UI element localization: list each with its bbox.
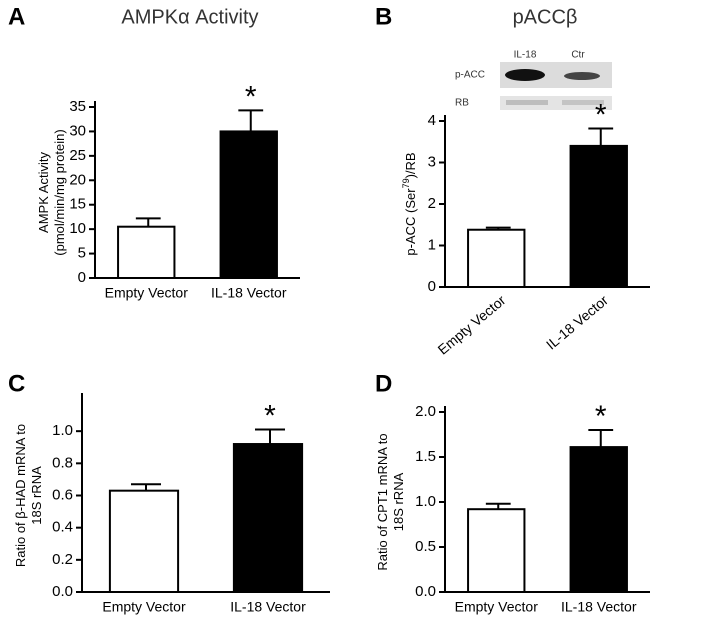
y-tick-label: 0.6	[52, 486, 73, 503]
panel-label: C	[8, 370, 25, 397]
y-tick-label: 0.8	[52, 454, 73, 471]
y-tick-label: 0.2	[52, 551, 73, 568]
x-tick-label: Empty Vector	[105, 285, 189, 301]
blot-band	[506, 100, 548, 105]
y-tick-label: 5	[78, 245, 86, 262]
y-axis-label: AMPK Activity(pmol/min/mg protein)	[36, 129, 67, 255]
y-tick-label: 30	[69, 122, 86, 139]
y-axis-label-line: Ratio of CPT1 mRNA to	[375, 433, 390, 570]
blot-band	[505, 69, 545, 81]
significance-marker: *	[595, 400, 607, 433]
significance-marker: *	[264, 399, 276, 432]
blot-band	[562, 100, 604, 105]
y-tick-label: 20	[69, 171, 86, 188]
x-tick-label: Empty Vector	[455, 599, 539, 615]
y-tick-label: 2.0	[415, 403, 436, 420]
y-tick-label: 35	[69, 98, 86, 115]
y-axis-label-part: 79	[401, 178, 411, 188]
y-axis-label-line: (pmol/min/mg protein)	[52, 129, 67, 255]
y-tick-label: 1.0	[52, 422, 73, 439]
y-axis-label-line: AMPK Activity	[36, 152, 51, 233]
blot-column-label: Ctr	[571, 50, 585, 61]
y-axis-label-line: 18S rRNA	[391, 472, 406, 531]
y-tick-label: 0.0	[415, 583, 436, 600]
blot-column-label: IL-18	[514, 50, 537, 61]
y-tick-label: 0	[428, 278, 436, 295]
y-tick-label: 10	[69, 220, 86, 237]
blot-strip	[500, 96, 612, 110]
panel-label: B	[375, 3, 392, 30]
x-tick-label: Empty Vector	[102, 599, 186, 615]
y-tick-label: 0.0	[52, 583, 73, 600]
significance-marker: *	[245, 80, 257, 113]
x-tick-label: IL-18 Vector	[211, 285, 287, 301]
bar	[467, 508, 526, 594]
y-tick-label: 0.5	[415, 538, 436, 555]
x-tick-label: IL-18 Vector	[561, 599, 637, 615]
blot-row-label: p-ACC	[455, 70, 485, 81]
y-tick-label: 2	[428, 195, 436, 212]
bar	[108, 489, 180, 593]
y-tick-label: 1.5	[415, 448, 436, 465]
bar	[569, 144, 628, 288]
blot-band	[564, 72, 600, 80]
chart-title: pACCβ	[513, 6, 578, 28]
y-tick-label: 15	[69, 196, 86, 213]
y-axis-label: Ratio of CPT1 mRNA to18S rRNA	[375, 433, 406, 570]
x-tick-label: Empty Vector	[434, 292, 508, 358]
x-tick-label: IL-18 Vector	[230, 599, 306, 615]
y-axis-label-line: 18S rRNA	[29, 466, 44, 525]
y-axis-label-line: Ratio of β-HAD mRNA to	[13, 424, 28, 567]
y-axis-label-part: )/RB	[403, 152, 418, 178]
western-blot	[500, 62, 612, 110]
y-tick-label: 1.0	[415, 493, 436, 510]
y-tick-label: 0.4	[52, 519, 73, 536]
x-tick-label: IL-18 Vector	[543, 292, 611, 353]
y-tick-label: 1	[428, 236, 436, 253]
y-axis-label: Ratio of β-HAD mRNA to18S rRNA	[13, 424, 44, 567]
y-tick-label: 3	[428, 153, 436, 170]
panel-label: A	[8, 3, 25, 30]
y-axis-label-part: p-ACC (Ser	[403, 188, 418, 256]
bar	[467, 228, 526, 288]
significance-marker: *	[595, 98, 607, 131]
chart-title: AMPKα Activity	[121, 6, 258, 28]
panel-label: D	[375, 370, 392, 397]
bar	[569, 446, 628, 593]
bar	[117, 225, 176, 279]
y-tick-label: 0	[78, 269, 86, 286]
y-tick-label: 4	[428, 112, 436, 129]
y-tick-label: 25	[69, 147, 86, 164]
bar	[232, 443, 304, 593]
bar	[219, 130, 278, 279]
blot-row-label: RB	[455, 98, 469, 109]
y-axis-label: p-ACC (Ser79)/RB	[401, 152, 418, 255]
